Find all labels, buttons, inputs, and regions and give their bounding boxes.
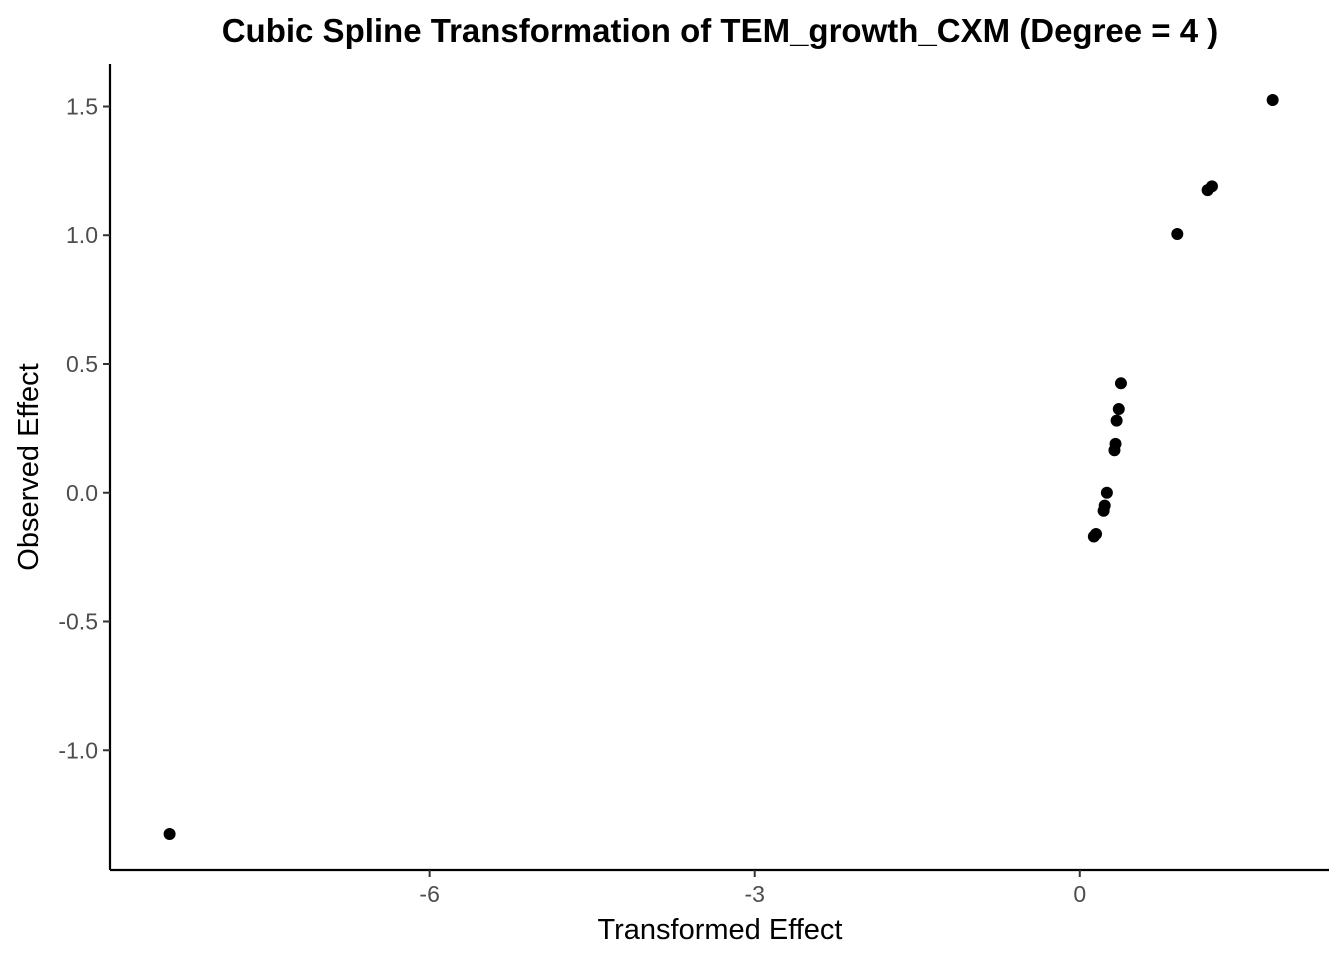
data-point [1114, 377, 1127, 390]
y-axis-title: Observed Effect [13, 363, 45, 570]
x-axis-ticks: -6 -3 0 [419, 870, 1086, 907]
y-tick-label: -1.0 [58, 737, 98, 763]
x-tick-label: -3 [744, 881, 764, 907]
data-point [1266, 94, 1279, 107]
chart-title: Cubic Spline Transformation of TEM_growt… [222, 12, 1219, 49]
data-point [1090, 527, 1103, 540]
data-point [1171, 227, 1184, 240]
data-point [1205, 180, 1218, 193]
x-axis-title: Transformed Effect [598, 914, 843, 946]
y-tick-label: 1.5 [66, 93, 98, 119]
data-point [1112, 403, 1125, 416]
y-tick-label: -0.5 [58, 609, 98, 635]
x-tick-label: 0 [1073, 881, 1086, 907]
data-point [1109, 437, 1122, 450]
data-points [163, 94, 1279, 840]
y-axis-ticks: 1.5 1.0 0.5 0.0 -0.5 -1.0 [58, 93, 110, 763]
y-tick-label: 0.0 [66, 480, 98, 506]
plot-area: 1.5 1.0 0.5 0.0 -0.5 -1.0 -6 -3 0 [58, 64, 1329, 907]
x-tick-label: -6 [419, 881, 439, 907]
y-tick-label: 0.5 [66, 351, 98, 377]
data-point [163, 827, 176, 840]
data-point [1110, 414, 1123, 427]
data-point [1100, 486, 1113, 499]
y-tick-label: 1.0 [66, 222, 98, 248]
data-point [1098, 499, 1111, 512]
